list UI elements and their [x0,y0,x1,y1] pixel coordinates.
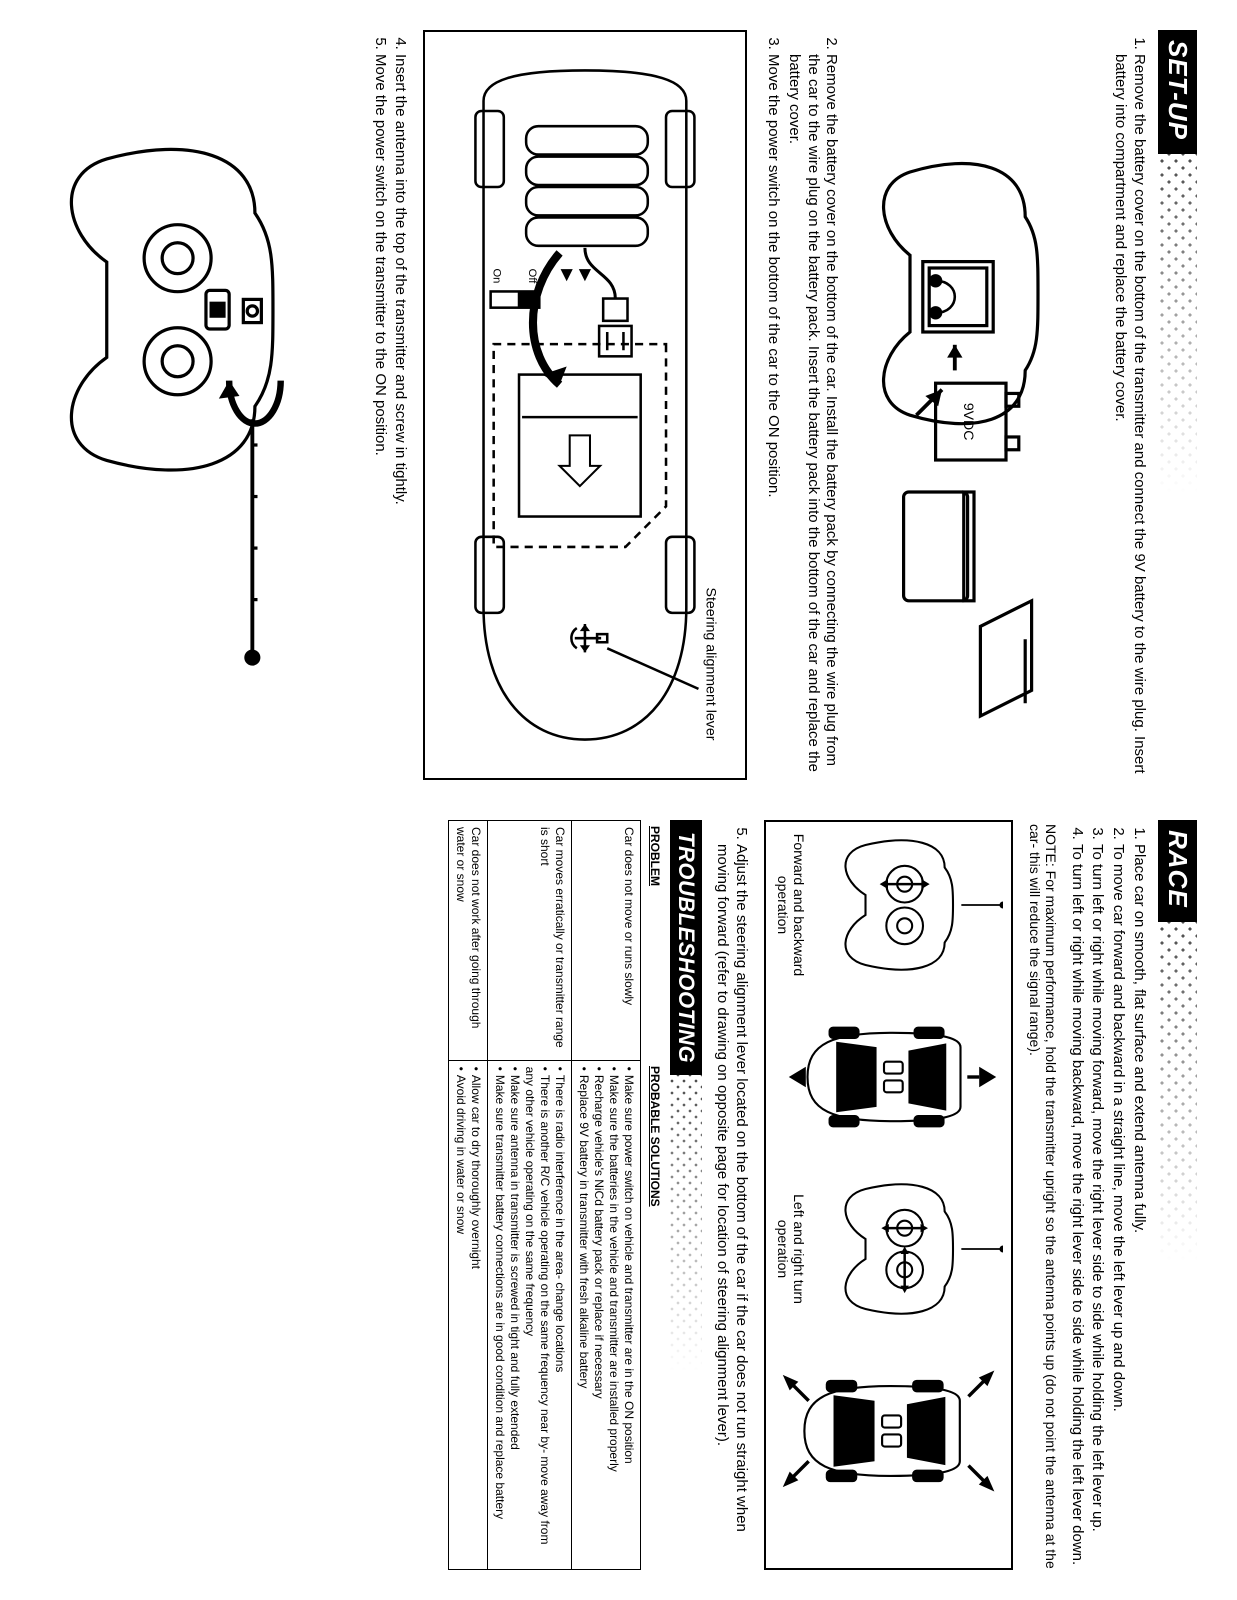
setup-column: SET-UP Remove the battery cover on the b… [40,30,1197,780]
svg-text:On: On [491,268,503,283]
ts-col-problem: PROBLEM [645,820,666,1060]
setup-figure-antenna [23,110,358,780]
race-step-2: To move car forward and backward in a st… [1109,844,1128,1570]
setup-steps-1: Remove the battery cover on the bottom o… [1109,30,1149,780]
table-row: Car does not work after going through wa… [449,821,488,1570]
setup-step-1: Remove the battery cover on the bottom o… [1111,54,1149,780]
ts-solution-item: Make sure antenna in transmitter is scre… [507,1067,522,1563]
ts-solution-item: Make sure transmitter battery connection… [492,1067,507,1563]
ts-solution-item: There is another R/C vehicle operating o… [522,1067,552,1563]
setup-steps-4-5: Insert the antenna into the top of the t… [368,30,410,780]
ts-problem-cell: Car does not move or runs slowly [572,821,641,1061]
setup-title: SET-UP [1158,30,1197,154]
chassis-diagram: Off On [433,40,737,770]
troubleshooting-table-body: Car does not move or runs slowly Make sur… [448,820,641,1570]
race-step-4: To turn left or right while moving backw… [1067,844,1086,1570]
ts-solution-item: Make sure power switch on vehicle and tr… [621,1067,636,1563]
setup-figure-chassis: Off On [423,30,747,780]
table-row: Car moves erratically or transmitter ran… [488,821,572,1570]
transmitter-9v-diagram: 9VDC [847,140,1103,780]
svg-text:9VDC: 9VDC [961,403,977,441]
ts-solution-item: Replace 9V battery in transmitter with f… [576,1067,591,1563]
ts-solution-item: Avoid driving in water or snow [453,1067,468,1563]
race-steps: Place car on smooth, flat surface and ex… [1065,820,1148,1570]
ts-problem-cell: Car moves erratically or transmitter ran… [488,821,572,1061]
ts-solution-cell: There is radio interference in the area-… [488,1060,572,1569]
race-step5-list: Adjust the steering alignment lever loca… [710,820,750,1570]
setup-step-2: Remove the battery cover on the bottom o… [784,54,840,780]
ts-solution-item: There is radio interference in the area-… [552,1067,567,1563]
steering-lever-label: Steering alignment lever [703,587,719,740]
ts-solution-item: Recharge vehicle's NiCd battery pack or … [591,1067,606,1563]
car-turn-icon [778,1336,1003,1526]
ts-solution-item: Allow car to dry thoroughly overnight [468,1067,483,1563]
ts-col-solutions: PROBABLE SOLUTIONS [645,1060,666,1570]
setup-step-5: Move the power switch on the transmitter… [370,54,389,780]
table-row: Car does not move or runs slowly Make sur… [572,821,641,1570]
controller-turn-icon [811,1174,1003,1324]
race-column: RACE Place car on smooth, flat surface a… [40,820,1197,1570]
setup-figure-transmitter-battery: 9VDC [847,140,1103,780]
setup-step-4: Insert the antenna into the top of the t… [391,54,410,780]
troubleshooting-table: PROBLEM PROBABLE SOLUTIONS [645,820,666,1570]
ts-problem-cell: Car does not work after going through wa… [449,821,488,1061]
race-note: NOTE: For maximum performance, hold the … [1027,820,1059,1570]
ts-solution-item: Make sure the batteries in the vehicle a… [606,1067,621,1563]
antenna-diagram [23,110,358,780]
setup-steps-2-3: Remove the battery cover on the bottom o… [762,30,841,780]
svg-text:Off: Off [527,269,539,285]
race-step-5: Adjust the steering alignment lever loca… [712,844,750,1570]
race-step-3: To turn left or right while moving forwa… [1088,844,1107,1570]
ts-solution-cell: Make sure power switch on vehicle and tr… [572,1060,641,1569]
caption-turn: Left and right turn operation [774,1174,808,1324]
race-title: RACE [1158,820,1197,922]
race-figure-operations: Forward and backward operation [764,820,1013,1570]
caption-fwd: Forward and backward operation [774,830,808,980]
car-fwd-icon [782,992,1003,1162]
setup-step-3: Move the power switch on the bottom of t… [764,54,783,780]
controller-fwd-icon [811,830,1003,980]
race-step-1: Place car on smooth, flat surface and ex… [1129,844,1148,1570]
troubleshooting-title: TROUBLESHOOTING [670,820,702,1075]
ts-solution-cell: Allow car to dry thoroughly overnightAvo… [449,1060,488,1569]
